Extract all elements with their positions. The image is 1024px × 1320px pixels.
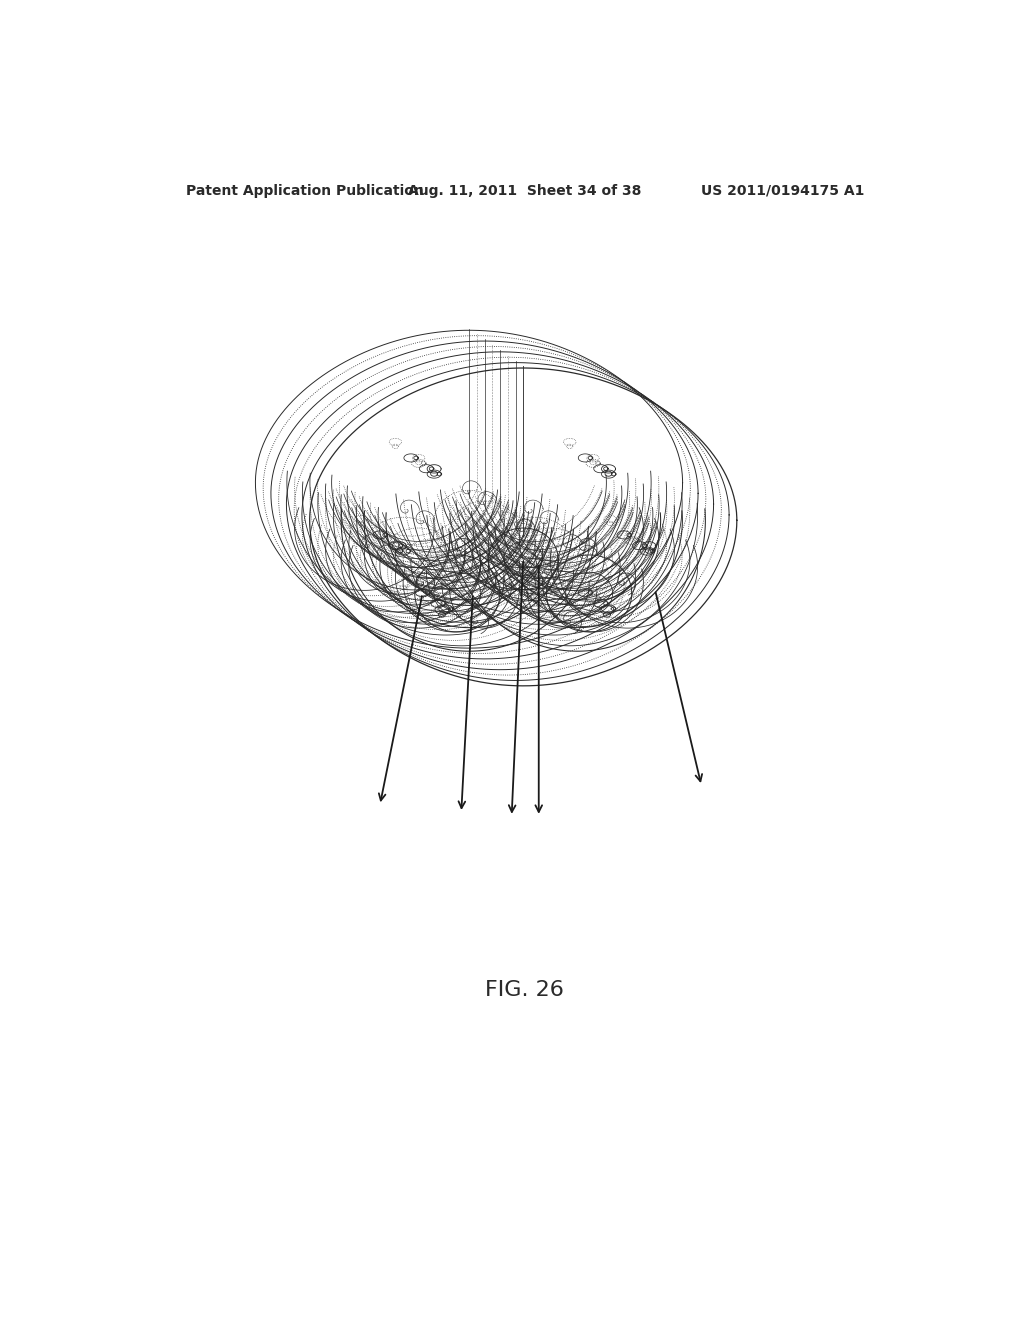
Text: FIG. 26: FIG. 26 bbox=[485, 979, 564, 1001]
Text: Patent Application Publication: Patent Application Publication bbox=[186, 183, 424, 198]
Text: Aug. 11, 2011  Sheet 34 of 38: Aug. 11, 2011 Sheet 34 of 38 bbox=[409, 183, 641, 198]
Text: US 2011/0194175 A1: US 2011/0194175 A1 bbox=[700, 183, 864, 198]
